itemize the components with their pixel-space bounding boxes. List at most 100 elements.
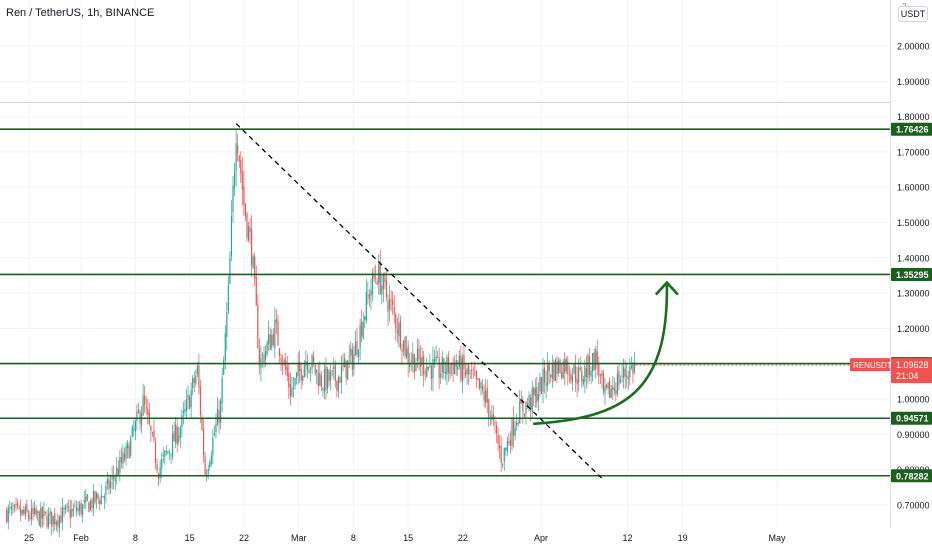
candle-body <box>334 365 336 381</box>
price-axis[interactable]: 0.700000.800000.900001.000001.100001.200… <box>890 0 930 528</box>
candle-body <box>385 279 388 298</box>
candle-body <box>598 363 600 377</box>
candle-body <box>619 379 622 382</box>
level-tag <box>891 122 932 136</box>
candle-body <box>342 364 344 367</box>
x-tick-label: May <box>768 533 786 543</box>
candle-body <box>230 216 233 257</box>
candle-body <box>314 364 316 374</box>
candle-body <box>499 445 501 449</box>
candle-body <box>57 520 59 526</box>
candle-body <box>37 511 39 513</box>
candle-body <box>142 394 144 416</box>
candle-body <box>23 509 25 514</box>
candle-body <box>449 365 451 375</box>
candle-body <box>131 426 133 437</box>
grid-lines <box>0 0 890 528</box>
candle-body <box>567 360 569 375</box>
candle-body <box>570 373 572 381</box>
candle-body <box>528 395 530 407</box>
candle-body <box>150 426 152 432</box>
candle-body <box>196 365 198 374</box>
dashed-trendline <box>235 123 605 481</box>
candle-body <box>382 274 384 290</box>
candle-body <box>193 378 195 383</box>
candle-body <box>120 457 123 463</box>
candle-body <box>320 375 322 387</box>
candle-body <box>557 360 560 374</box>
candle-body <box>99 500 101 504</box>
candle-body <box>328 370 330 382</box>
candle-body <box>433 359 436 362</box>
candle-body <box>471 369 473 372</box>
currency-button[interactable]: USDT <box>898 6 928 22</box>
y-tick-label: 1.20000 <box>897 324 930 334</box>
candle-body <box>6 509 8 523</box>
candle-body <box>16 502 19 506</box>
candle-body <box>495 424 498 434</box>
candle-body <box>243 186 245 205</box>
candle-body <box>261 354 264 356</box>
candle-body <box>406 348 408 358</box>
candle-body <box>450 364 453 366</box>
candle-body <box>151 432 154 434</box>
candle-body <box>82 504 84 515</box>
candle-body <box>247 226 250 241</box>
candle-body <box>427 366 429 370</box>
current-price-tag <box>891 358 932 384</box>
level-tag <box>891 411 932 425</box>
candle-body <box>51 511 53 527</box>
candle-body <box>295 372 298 378</box>
candle-body <box>344 357 346 368</box>
candle-body <box>458 355 460 367</box>
time-axis[interactable]: 25 Feb 8 15 22 Mar 8 15 22 Apr 12 19 May <box>24 533 786 543</box>
candle-body <box>444 371 446 374</box>
candle-body <box>189 396 191 409</box>
candle-body <box>249 227 251 233</box>
candle-body <box>492 413 495 420</box>
candle-body <box>481 385 484 391</box>
candle-body <box>164 450 166 457</box>
candle-body <box>303 365 305 378</box>
y-tick-label: 0.70000 <box>897 501 930 511</box>
candle-body <box>195 375 197 384</box>
candle-body <box>94 491 96 503</box>
candle-body <box>418 348 420 360</box>
candle-body <box>356 341 358 355</box>
candle-body <box>161 459 163 469</box>
candle-body <box>578 367 580 384</box>
candle-body <box>85 496 87 503</box>
candle-body <box>556 361 558 375</box>
candle-body <box>416 348 419 362</box>
candle-body <box>348 356 350 358</box>
y-tick-label: 1.60000 <box>897 183 930 193</box>
candle-body <box>497 434 499 444</box>
candle-body <box>585 368 588 378</box>
candle-body <box>571 375 574 383</box>
candle-body <box>185 399 188 411</box>
candle-body <box>102 496 104 498</box>
candle-body <box>88 502 90 513</box>
candle-body <box>362 321 364 339</box>
candle-body <box>286 367 288 376</box>
candle-body <box>378 263 380 283</box>
candle-body <box>108 479 110 490</box>
candle-body <box>181 415 183 427</box>
candle-body <box>125 445 127 458</box>
candle-body <box>83 500 85 503</box>
x-tick-label: 8 <box>133 533 138 543</box>
candle-body <box>251 229 253 265</box>
candle-body <box>123 454 126 460</box>
candle-body <box>137 409 140 413</box>
candle-body <box>584 365 586 382</box>
candle-body <box>599 374 601 376</box>
candle-body <box>357 349 360 357</box>
candle-body <box>523 413 526 416</box>
candle-body <box>375 277 377 279</box>
candle-body <box>238 155 240 162</box>
candle-body <box>550 374 552 378</box>
candle-body <box>299 362 301 371</box>
candle-body <box>46 515 48 527</box>
candle-body <box>311 355 313 369</box>
